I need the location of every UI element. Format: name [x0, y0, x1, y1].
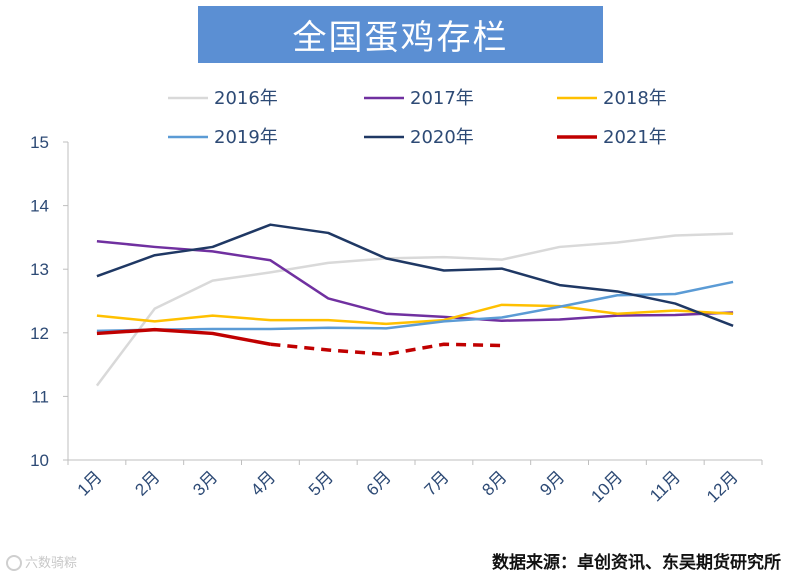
series-layer: [95, 223, 734, 387]
x-tick-label: 9月: [536, 467, 568, 499]
x-tick-label: 6月: [363, 467, 395, 499]
x-tick-label: 5月: [305, 467, 337, 499]
x-tick-label: 4月: [247, 467, 279, 499]
legend-label: 2017年: [410, 88, 474, 109]
y-tick-label: 11: [31, 387, 49, 406]
x-tick-label: 11月: [646, 467, 684, 505]
watermark-logo-icon: [6, 555, 22, 571]
x-tick-label: 8月: [478, 467, 510, 499]
x-tick-label: 3月: [189, 467, 221, 499]
source-note: 数据来源：卓创资讯、东吴期货研究所: [492, 553, 781, 573]
legend-label: 2021年: [603, 127, 667, 148]
chart-title: 全国蛋鸡存栏: [292, 18, 509, 58]
series-line-2021-actual: [96, 327, 271, 346]
series-line-2018: [96, 303, 734, 326]
series-line-2020: [96, 223, 734, 327]
legend-label: 2020年: [410, 127, 474, 148]
series-line-2016: [95, 232, 734, 387]
series-line-2021-dashed: [270, 342, 502, 357]
y-tick-label: 14: [30, 197, 49, 216]
x-tick-label: 1月: [74, 467, 106, 499]
legend-label: 2018年: [603, 88, 667, 109]
x-tick-label: 12月: [703, 467, 742, 506]
y-tick-label: 15: [30, 133, 49, 152]
series-line-2019: [96, 280, 734, 333]
legend-label: 2016年: [214, 88, 278, 109]
y-tick-label: 12: [30, 324, 49, 343]
chart-title-box: 全国蛋鸡存栏: [198, 6, 603, 63]
watermark-text: 六数骑粽: [25, 555, 78, 571]
y-tick-label: 13: [30, 260, 49, 279]
y-tick-label: 10: [30, 451, 49, 470]
legend-label: 2019年: [214, 127, 278, 148]
x-tick-label: 7月: [421, 467, 453, 499]
legend: 2016年 2017年 2018年 2019年 2020年 2021年: [168, 88, 667, 148]
series-line-2017: [96, 239, 734, 322]
x-tick-label: 10月: [587, 467, 626, 506]
x-tick-label: 2月: [131, 467, 163, 499]
watermark: 六数骑粽: [6, 552, 78, 571]
